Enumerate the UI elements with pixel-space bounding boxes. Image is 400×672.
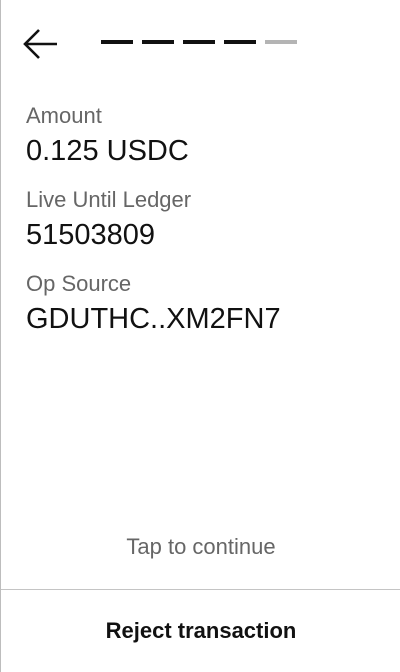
header <box>1 0 400 90</box>
amount-value: 0.125 USDC <box>26 135 189 167</box>
live-until-ledger-value: 51503809 <box>26 219 156 251</box>
back-button[interactable] <box>21 26 61 62</box>
progress-step-2 <box>142 40 174 44</box>
footer-divider <box>1 589 400 590</box>
progress-step-5 <box>265 40 297 44</box>
op-source-value: GDUTHC..XM2FN7 <box>26 303 281 335</box>
op-source-label: Op Source <box>26 271 132 296</box>
reject-transaction-button[interactable]: Reject transaction <box>105 618 297 643</box>
amount-label: Amount <box>26 103 102 128</box>
transaction-details: Amount 0.125 USDC Live Until Ledger 5150… <box>26 102 386 354</box>
progress-step-3 <box>183 40 215 44</box>
tap-to-continue[interactable]: Tap to continue <box>126 534 276 559</box>
arrow-left-icon <box>21 26 61 62</box>
step-progress-indicator <box>101 40 297 44</box>
live-until-ledger-label: Live Until Ledger <box>26 187 192 212</box>
progress-step-1 <box>101 40 133 44</box>
progress-step-4 <box>224 40 256 44</box>
